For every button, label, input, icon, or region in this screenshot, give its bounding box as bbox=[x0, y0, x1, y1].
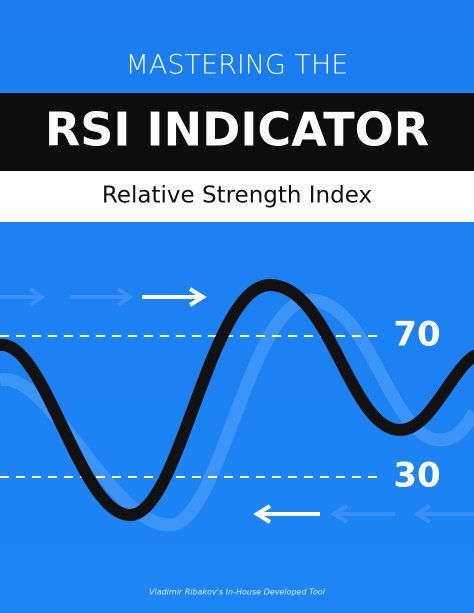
subtitle: Relative Strength Index bbox=[102, 183, 372, 209]
title: RSI INDICATOR bbox=[45, 103, 429, 157]
faded-arrow bbox=[413, 504, 474, 524]
faded-arrow bbox=[70, 287, 134, 307]
upper-level-label: 70 bbox=[393, 315, 440, 355]
arrows-bottom bbox=[253, 504, 474, 524]
footer: Vladimir Ribakov's In-House Developed To… bbox=[149, 588, 326, 597]
faded-arrow bbox=[330, 504, 395, 524]
lower-level-label: 30 bbox=[393, 456, 440, 496]
arrows-top bbox=[0, 287, 207, 307]
rsi-wave bbox=[0, 278, 474, 522]
kicker: MASTERING THE bbox=[126, 50, 349, 81]
subtitle-band bbox=[0, 171, 474, 222]
faded-arrow bbox=[0, 287, 46, 307]
title-band bbox=[0, 93, 474, 171]
wave-shadow bbox=[0, 293, 474, 532]
arrow-right bbox=[142, 287, 207, 307]
arrow-left bbox=[253, 504, 320, 524]
